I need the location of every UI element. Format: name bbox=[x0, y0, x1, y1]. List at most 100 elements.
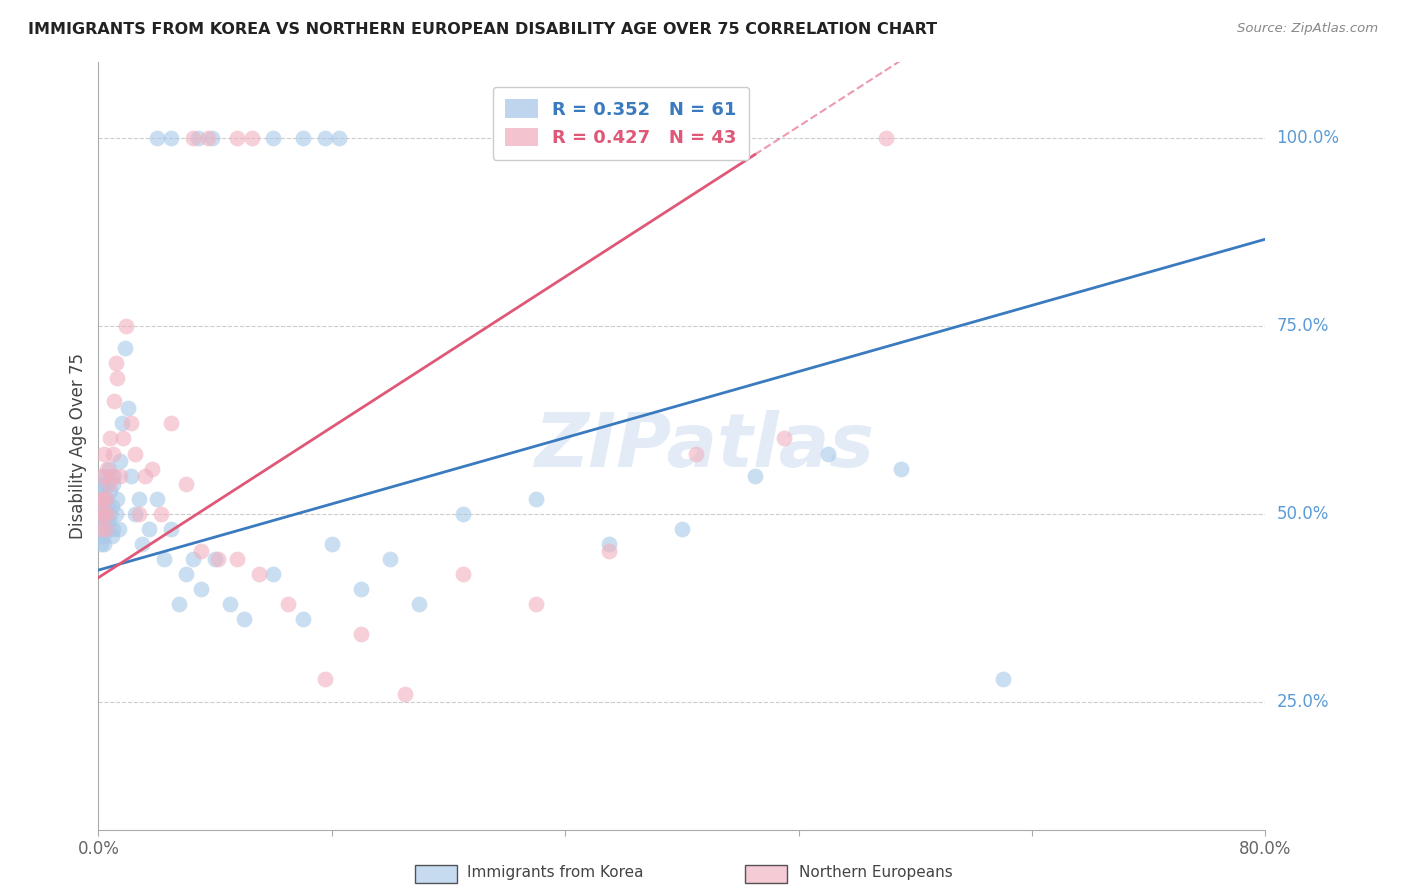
Point bbox=[104, 507, 127, 521]
Point bbox=[262, 566, 284, 581]
Point bbox=[350, 627, 373, 641]
Point bbox=[134, 469, 156, 483]
Point bbox=[190, 544, 212, 558]
Point bbox=[226, 551, 249, 566]
Point bbox=[773, 432, 796, 446]
Point bbox=[181, 130, 204, 145]
Text: 100.0%: 100.0% bbox=[1277, 128, 1340, 146]
Text: ZIPatlas: ZIPatlas bbox=[536, 409, 876, 483]
Point bbox=[105, 371, 128, 385]
Point bbox=[98, 432, 121, 446]
Point bbox=[100, 469, 122, 483]
Point bbox=[91, 491, 114, 506]
Point bbox=[89, 507, 111, 521]
Text: IMMIGRANTS FROM KOREA VS NORTHERN EUROPEAN DISABILITY AGE OVER 75 CORRELATION CH: IMMIGRANTS FROM KOREA VS NORTHERN EUROPE… bbox=[28, 22, 938, 37]
Point bbox=[167, 597, 190, 611]
Point bbox=[321, 537, 343, 551]
Point bbox=[115, 318, 138, 333]
Point bbox=[93, 507, 115, 521]
Point bbox=[94, 522, 117, 536]
Point bbox=[101, 476, 124, 491]
Text: 75.0%: 75.0% bbox=[1277, 317, 1329, 334]
Point bbox=[160, 522, 183, 536]
Point bbox=[131, 537, 153, 551]
Text: Immigrants from Korea: Immigrants from Korea bbox=[467, 865, 644, 880]
Point bbox=[90, 522, 112, 536]
Point bbox=[685, 446, 707, 460]
Point bbox=[91, 469, 114, 483]
Point bbox=[380, 551, 402, 566]
Point bbox=[277, 597, 299, 611]
Point bbox=[93, 507, 115, 521]
Point bbox=[153, 551, 176, 566]
Point bbox=[110, 469, 132, 483]
Point bbox=[94, 476, 117, 491]
Point bbox=[90, 522, 112, 536]
Point bbox=[451, 566, 474, 581]
Point bbox=[138, 522, 160, 536]
Text: 25.0%: 25.0% bbox=[1277, 693, 1329, 711]
Legend: R = 0.352   N = 61, R = 0.427   N = 43: R = 0.352 N = 61, R = 0.427 N = 43 bbox=[492, 87, 749, 160]
Point bbox=[97, 461, 120, 475]
Point bbox=[247, 566, 270, 581]
Point bbox=[93, 537, 115, 551]
Point bbox=[108, 522, 131, 536]
Point bbox=[89, 491, 111, 506]
Point bbox=[91, 484, 114, 499]
Point bbox=[97, 476, 120, 491]
Point bbox=[100, 529, 122, 543]
Point bbox=[524, 597, 547, 611]
Point bbox=[97, 514, 120, 528]
Point bbox=[190, 582, 212, 596]
Point bbox=[890, 461, 912, 475]
Point bbox=[141, 461, 163, 475]
Point bbox=[204, 551, 226, 566]
Point bbox=[160, 130, 183, 145]
Point bbox=[408, 597, 430, 611]
Point bbox=[598, 537, 620, 551]
Point bbox=[90, 537, 112, 551]
Point bbox=[94, 491, 117, 506]
Point bbox=[94, 514, 117, 528]
Point bbox=[201, 130, 224, 145]
Point bbox=[96, 507, 118, 521]
Point bbox=[103, 393, 125, 408]
Point bbox=[875, 130, 897, 145]
Point bbox=[91, 529, 114, 543]
Point bbox=[218, 597, 240, 611]
Point bbox=[671, 522, 693, 536]
Point bbox=[187, 130, 209, 145]
Point bbox=[101, 522, 124, 536]
Point bbox=[128, 507, 150, 521]
Point bbox=[598, 544, 620, 558]
Point bbox=[124, 446, 146, 460]
Point bbox=[110, 454, 132, 468]
Point bbox=[90, 507, 112, 521]
Point bbox=[120, 469, 142, 483]
Point bbox=[817, 446, 839, 460]
Point bbox=[89, 491, 111, 506]
Point bbox=[101, 446, 124, 460]
Point bbox=[96, 461, 118, 475]
Point bbox=[90, 476, 112, 491]
Text: Source: ZipAtlas.com: Source: ZipAtlas.com bbox=[1237, 22, 1378, 36]
Point bbox=[291, 130, 314, 145]
Text: Northern Europeans: Northern Europeans bbox=[799, 865, 952, 880]
Point bbox=[524, 491, 547, 506]
Point bbox=[197, 130, 219, 145]
Point bbox=[350, 582, 373, 596]
Point bbox=[124, 507, 146, 521]
Point bbox=[98, 507, 121, 521]
Point bbox=[112, 432, 135, 446]
Point bbox=[181, 551, 204, 566]
Point bbox=[240, 130, 263, 145]
Point bbox=[262, 130, 284, 145]
Point bbox=[146, 491, 169, 506]
Point bbox=[128, 491, 150, 506]
Point bbox=[91, 507, 114, 521]
Point bbox=[150, 507, 173, 521]
Point bbox=[226, 130, 249, 145]
Y-axis label: Disability Age Over 75: Disability Age Over 75 bbox=[69, 353, 87, 539]
Point bbox=[146, 130, 169, 145]
Point bbox=[328, 130, 350, 145]
